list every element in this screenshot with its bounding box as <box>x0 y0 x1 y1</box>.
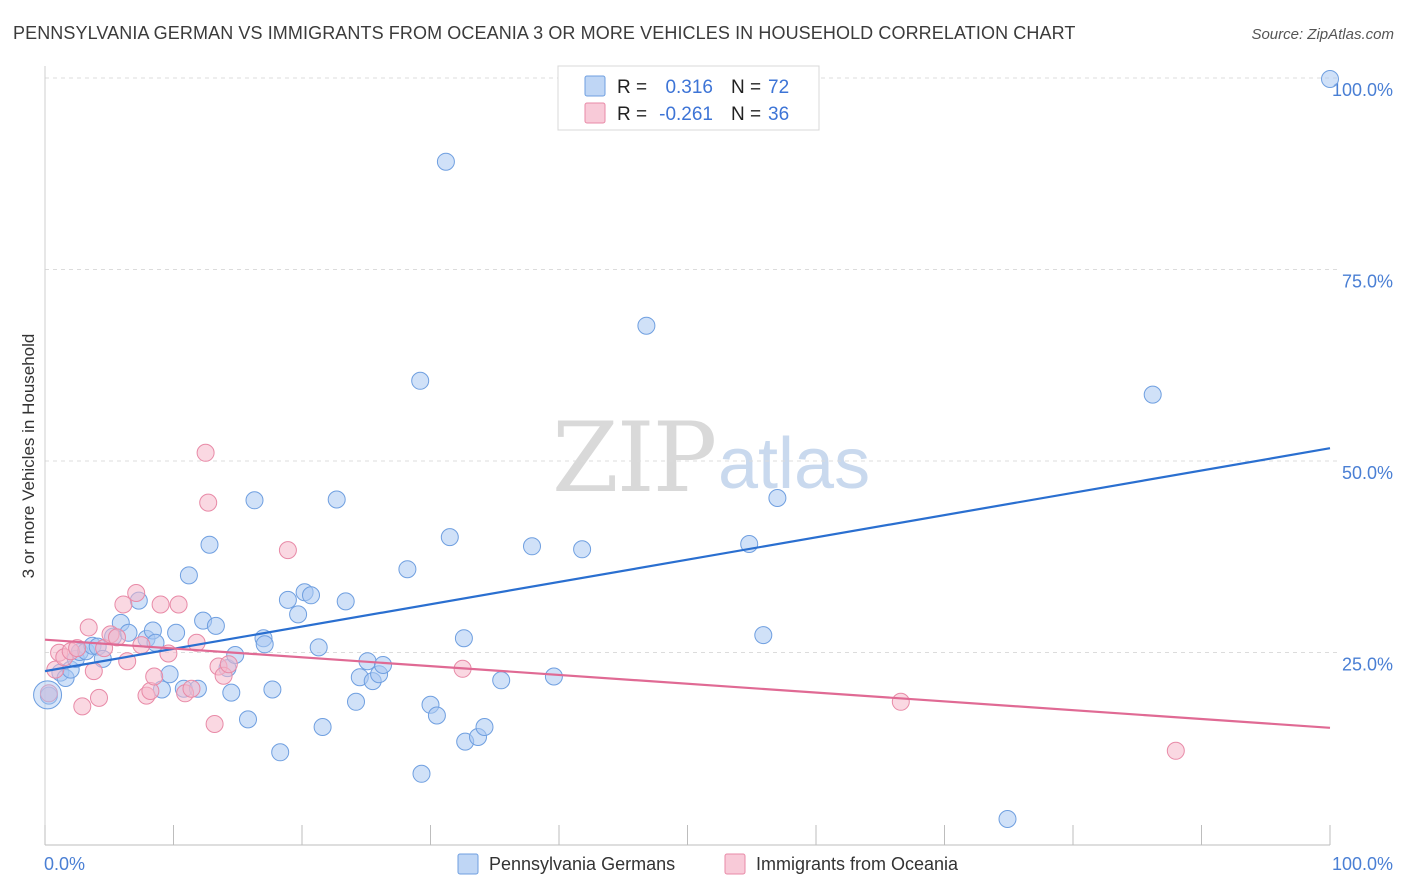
legend-n-label-blue: N = <box>731 77 761 98</box>
data-point-pink <box>169 595 188 614</box>
legend-r-label-blue: R = <box>617 77 647 98</box>
data-point-blue <box>245 491 264 510</box>
data-point-blue <box>271 743 290 762</box>
data-point-blue <box>374 656 392 674</box>
data-point-pink <box>90 688 108 707</box>
data-point-blue <box>523 537 541 556</box>
legend-r-value-blue: 0.316 <box>665 77 713 98</box>
data-point-blue <box>492 671 511 690</box>
bottom-legend-label-pink: Immigrants from Oceania <box>756 854 959 874</box>
data-point-pink <box>127 584 146 602</box>
data-point-pink <box>278 541 297 560</box>
legend-swatch-pink <box>584 102 606 124</box>
data-point-blue <box>309 638 328 657</box>
series-legend: Pennsylvania Germans Immigrants from Oce… <box>457 853 959 875</box>
legend-n-value-pink: 36 <box>768 104 789 125</box>
data-point-blue <box>412 764 431 783</box>
data-point-blue <box>313 718 332 736</box>
y-tick-label: 75.0% <box>1342 272 1393 292</box>
data-point-blue <box>768 489 787 507</box>
data-point-blue <box>573 540 592 559</box>
data-point-pink <box>108 628 126 647</box>
y-tick-label: 100.0% <box>1332 80 1393 100</box>
bottom-legend-swatch-pink <box>724 853 746 875</box>
grid-layer <box>45 77 1340 653</box>
series-blue-points <box>39 70 1339 828</box>
data-point-pink <box>79 618 98 637</box>
bottom-legend-swatch-blue <box>457 853 479 875</box>
data-point-pink <box>68 639 87 658</box>
data-point-blue <box>206 616 225 635</box>
series-pink-points <box>39 443 1185 760</box>
data-point-pink <box>1166 741 1185 760</box>
data-point-pink <box>151 595 170 614</box>
data-point-blue <box>754 626 773 645</box>
data-point-blue <box>167 623 186 642</box>
trend-line-pink <box>44 638 1331 729</box>
data-point-pink <box>891 692 910 711</box>
data-point-blue <box>1321 70 1339 88</box>
data-point-blue <box>998 810 1017 828</box>
points-layer <box>33 70 1339 828</box>
axis-layer: 25.0% 50.0% 75.0% 100.0% 0.0% 100.0% <box>44 66 1393 874</box>
data-point-pink <box>196 443 215 462</box>
data-point-pink <box>73 697 92 716</box>
data-point-blue <box>427 706 446 725</box>
chart-title: PENNSYLVANIA GERMAN VS IMMIGRANTS FROM O… <box>13 23 1075 43</box>
data-point-blue <box>436 152 455 171</box>
data-point-blue <box>544 667 563 686</box>
legend-r-label-pink: R = <box>617 104 647 125</box>
data-point-blue <box>160 665 179 684</box>
data-point-pink <box>84 662 103 681</box>
data-point-blue <box>255 635 274 654</box>
data-point-blue <box>336 592 355 611</box>
data-point-blue <box>239 710 257 729</box>
data-point-pink <box>182 679 201 698</box>
y-tick-label: 50.0% <box>1342 463 1393 483</box>
legend-n-value-blue: 72 <box>768 77 789 98</box>
data-point-blue <box>411 371 430 390</box>
legend-r-value-pink: -0.261 <box>659 104 713 125</box>
correlation-legend: R = 0.316 N = 72 R = -0.261 N = 36 <box>557 65 820 131</box>
data-point-blue <box>398 560 417 579</box>
data-point-blue <box>475 718 494 736</box>
data-point-blue <box>454 629 473 648</box>
data-point-blue <box>263 680 282 699</box>
data-point-blue <box>347 692 365 711</box>
y-axis-label: 3 or more Vehicles in Household <box>19 334 38 579</box>
x-tick-label: 100.0% <box>1332 854 1393 874</box>
data-point-pink <box>39 684 58 703</box>
data-point-pink <box>199 493 218 512</box>
watermark-atlas: atlas <box>718 424 870 504</box>
legend-swatch-blue <box>584 75 606 97</box>
data-point-cluster <box>33 680 63 710</box>
data-point-blue <box>289 605 308 624</box>
data-point-blue <box>278 590 297 609</box>
watermark-zip: ZIP <box>552 402 715 514</box>
data-point-blue <box>200 535 219 554</box>
data-point-blue <box>637 316 656 335</box>
data-point-blue <box>327 490 346 509</box>
data-point-pink <box>114 595 133 614</box>
data-point-blue <box>440 528 459 547</box>
data-point-blue <box>222 683 241 702</box>
x-tick-label: 0.0% <box>44 854 85 874</box>
y-tick-label: 25.0% <box>1342 655 1393 675</box>
data-point-blue <box>302 586 320 605</box>
data-point-pink <box>145 667 164 686</box>
trend-line-blue <box>44 447 1331 673</box>
data-point-pink <box>205 715 224 733</box>
data-point-blue <box>1143 385 1162 404</box>
legend-n-label-pink: N = <box>731 104 761 125</box>
bottom-legend-label-blue: Pennsylvania Germans <box>489 854 675 874</box>
watermark: ZIP atlas <box>552 402 870 514</box>
source-credit: Source: ZipAtlas.com <box>1251 26 1394 43</box>
data-point-pink <box>219 655 238 674</box>
trend-layer <box>44 447 1331 729</box>
data-point-blue <box>179 566 198 585</box>
